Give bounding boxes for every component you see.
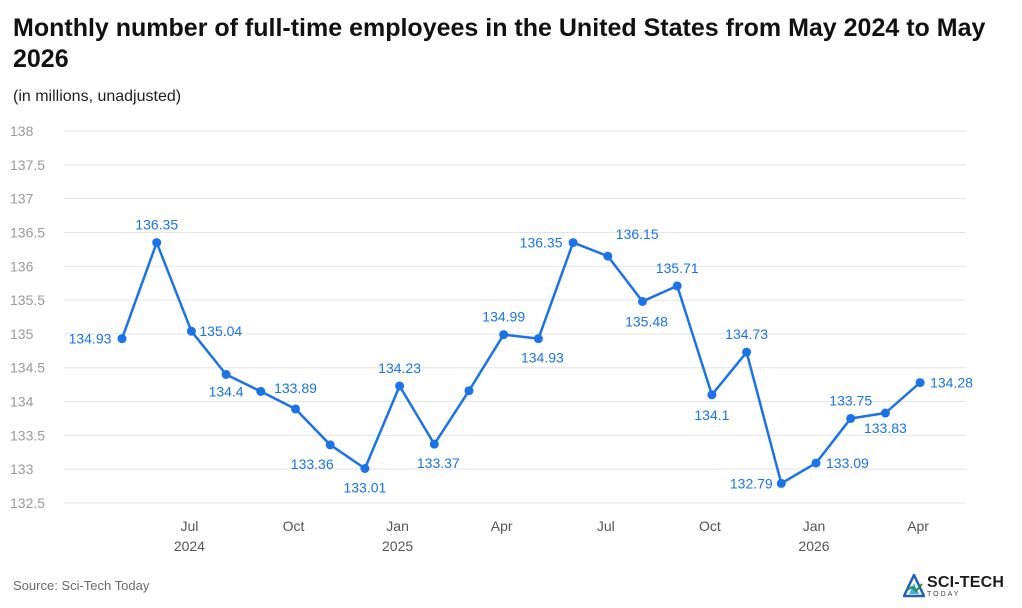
data-point — [880, 408, 890, 418]
chart-title: Monthly number of full-time employees in… — [13, 14, 986, 73]
data-label: 134.93 — [69, 331, 112, 347]
x-axis-ticks: Jul 2024 Oct Jan 2025 Apr Jul Oct Jan 2026 Apr — [174, 518, 930, 554]
data-label: 135.04 — [199, 323, 242, 339]
y-axis-ticks: 132.5 133 133.5 134 134.5 135 135.5 136 136.5 137… — [10, 123, 45, 511]
y-tick-label: 137 — [10, 191, 34, 207]
x-tick-year-label: 2026 — [798, 538, 829, 554]
series-line — [120, 241, 921, 485]
x-tick-label: Jul — [597, 518, 615, 534]
source-note: Source: Sci-Tech Today — [13, 578, 150, 593]
data-label: 133.83 — [864, 420, 907, 436]
series-points — [117, 238, 925, 488]
data-label: 132.79 — [730, 475, 773, 491]
line-chart: 132.5 133 133.5 134 134.5 135 135.5 136 136.5 137… — [10, 123, 974, 554]
data-point — [152, 238, 162, 248]
y-tick-label: 136.5 — [10, 224, 45, 240]
y-tick-label: 135.5 — [10, 292, 45, 308]
x-tick-label: Jan — [386, 518, 409, 534]
data-point — [568, 238, 578, 248]
data-label: 134.73 — [725, 326, 768, 342]
y-tick-label: 133 — [10, 461, 34, 477]
data-label: 136.35 — [135, 217, 178, 233]
logo-mark-icon — [903, 574, 925, 598]
data-label: 133.36 — [291, 456, 334, 472]
data-label: 135.71 — [656, 260, 699, 276]
data-point — [776, 478, 786, 488]
x-tick-label: Oct — [283, 518, 305, 534]
logo-subtext: TODAY — [927, 591, 961, 598]
y-tick-label: 134 — [10, 394, 34, 410]
data-point — [707, 390, 717, 400]
data-point — [256, 386, 266, 396]
x-tick-label: Apr — [907, 518, 929, 534]
data-label: 133.89 — [274, 380, 317, 396]
data-point — [915, 378, 925, 388]
y-tick-label: 138 — [10, 123, 34, 139]
data-label: 136.15 — [616, 226, 659, 242]
data-point — [846, 413, 856, 423]
gridlines — [64, 130, 966, 504]
y-tick-label: 133.5 — [10, 427, 45, 443]
data-labels: 134.93 136.35 135.04 134.4 133.89 133.36 133.0… — [69, 217, 974, 496]
data-point — [186, 326, 196, 336]
y-tick-label: 132.5 — [10, 495, 45, 511]
brand-logo: SCI-TECH TODAY — [903, 572, 1015, 600]
y-tick-label: 134.5 — [10, 360, 45, 376]
data-label: 134.1 — [694, 407, 729, 423]
x-tick-label: Jul — [180, 518, 198, 534]
data-label: 133.09 — [826, 455, 869, 471]
y-tick-label: 135 — [10, 326, 34, 342]
data-point — [325, 440, 335, 450]
data-point — [291, 404, 300, 414]
data-label: 133.37 — [417, 455, 460, 471]
chart-subtitle: (in millions, unadjusted) — [13, 88, 182, 105]
data-point — [638, 296, 647, 306]
data-point — [429, 439, 439, 449]
data-label: 134.93 — [521, 350, 564, 366]
x-tick-label: Jan — [803, 518, 826, 534]
data-label: 133.01 — [343, 480, 386, 496]
data-point — [533, 334, 543, 344]
data-point — [603, 251, 613, 261]
data-point — [117, 334, 127, 344]
data-point — [499, 330, 509, 340]
data-point — [395, 381, 405, 391]
x-tick-year-label: 2025 — [382, 538, 413, 554]
data-point — [672, 281, 682, 291]
data-point — [811, 458, 821, 468]
y-tick-label: 136 — [10, 258, 34, 274]
y-tick-label: 137.5 — [10, 157, 45, 173]
data-label: 135.48 — [625, 313, 668, 329]
x-tick-label: Oct — [699, 518, 721, 534]
series-line-layer — [120, 241, 921, 485]
data-label: 134.23 — [378, 360, 421, 376]
x-tick-year-label: 2024 — [174, 538, 205, 554]
data-point — [360, 464, 370, 474]
data-label: 134.28 — [930, 375, 973, 391]
data-label: 134.4 — [209, 383, 244, 399]
data-point — [742, 347, 752, 357]
data-label: 136.35 — [520, 235, 563, 251]
logo-text: SCI-TECH — [927, 574, 1005, 591]
x-tick-label: Apr — [491, 518, 513, 534]
data-label: 134.99 — [482, 309, 525, 325]
data-point — [221, 369, 231, 379]
data-label: 133.75 — [829, 392, 872, 408]
data-point — [464, 386, 474, 396]
